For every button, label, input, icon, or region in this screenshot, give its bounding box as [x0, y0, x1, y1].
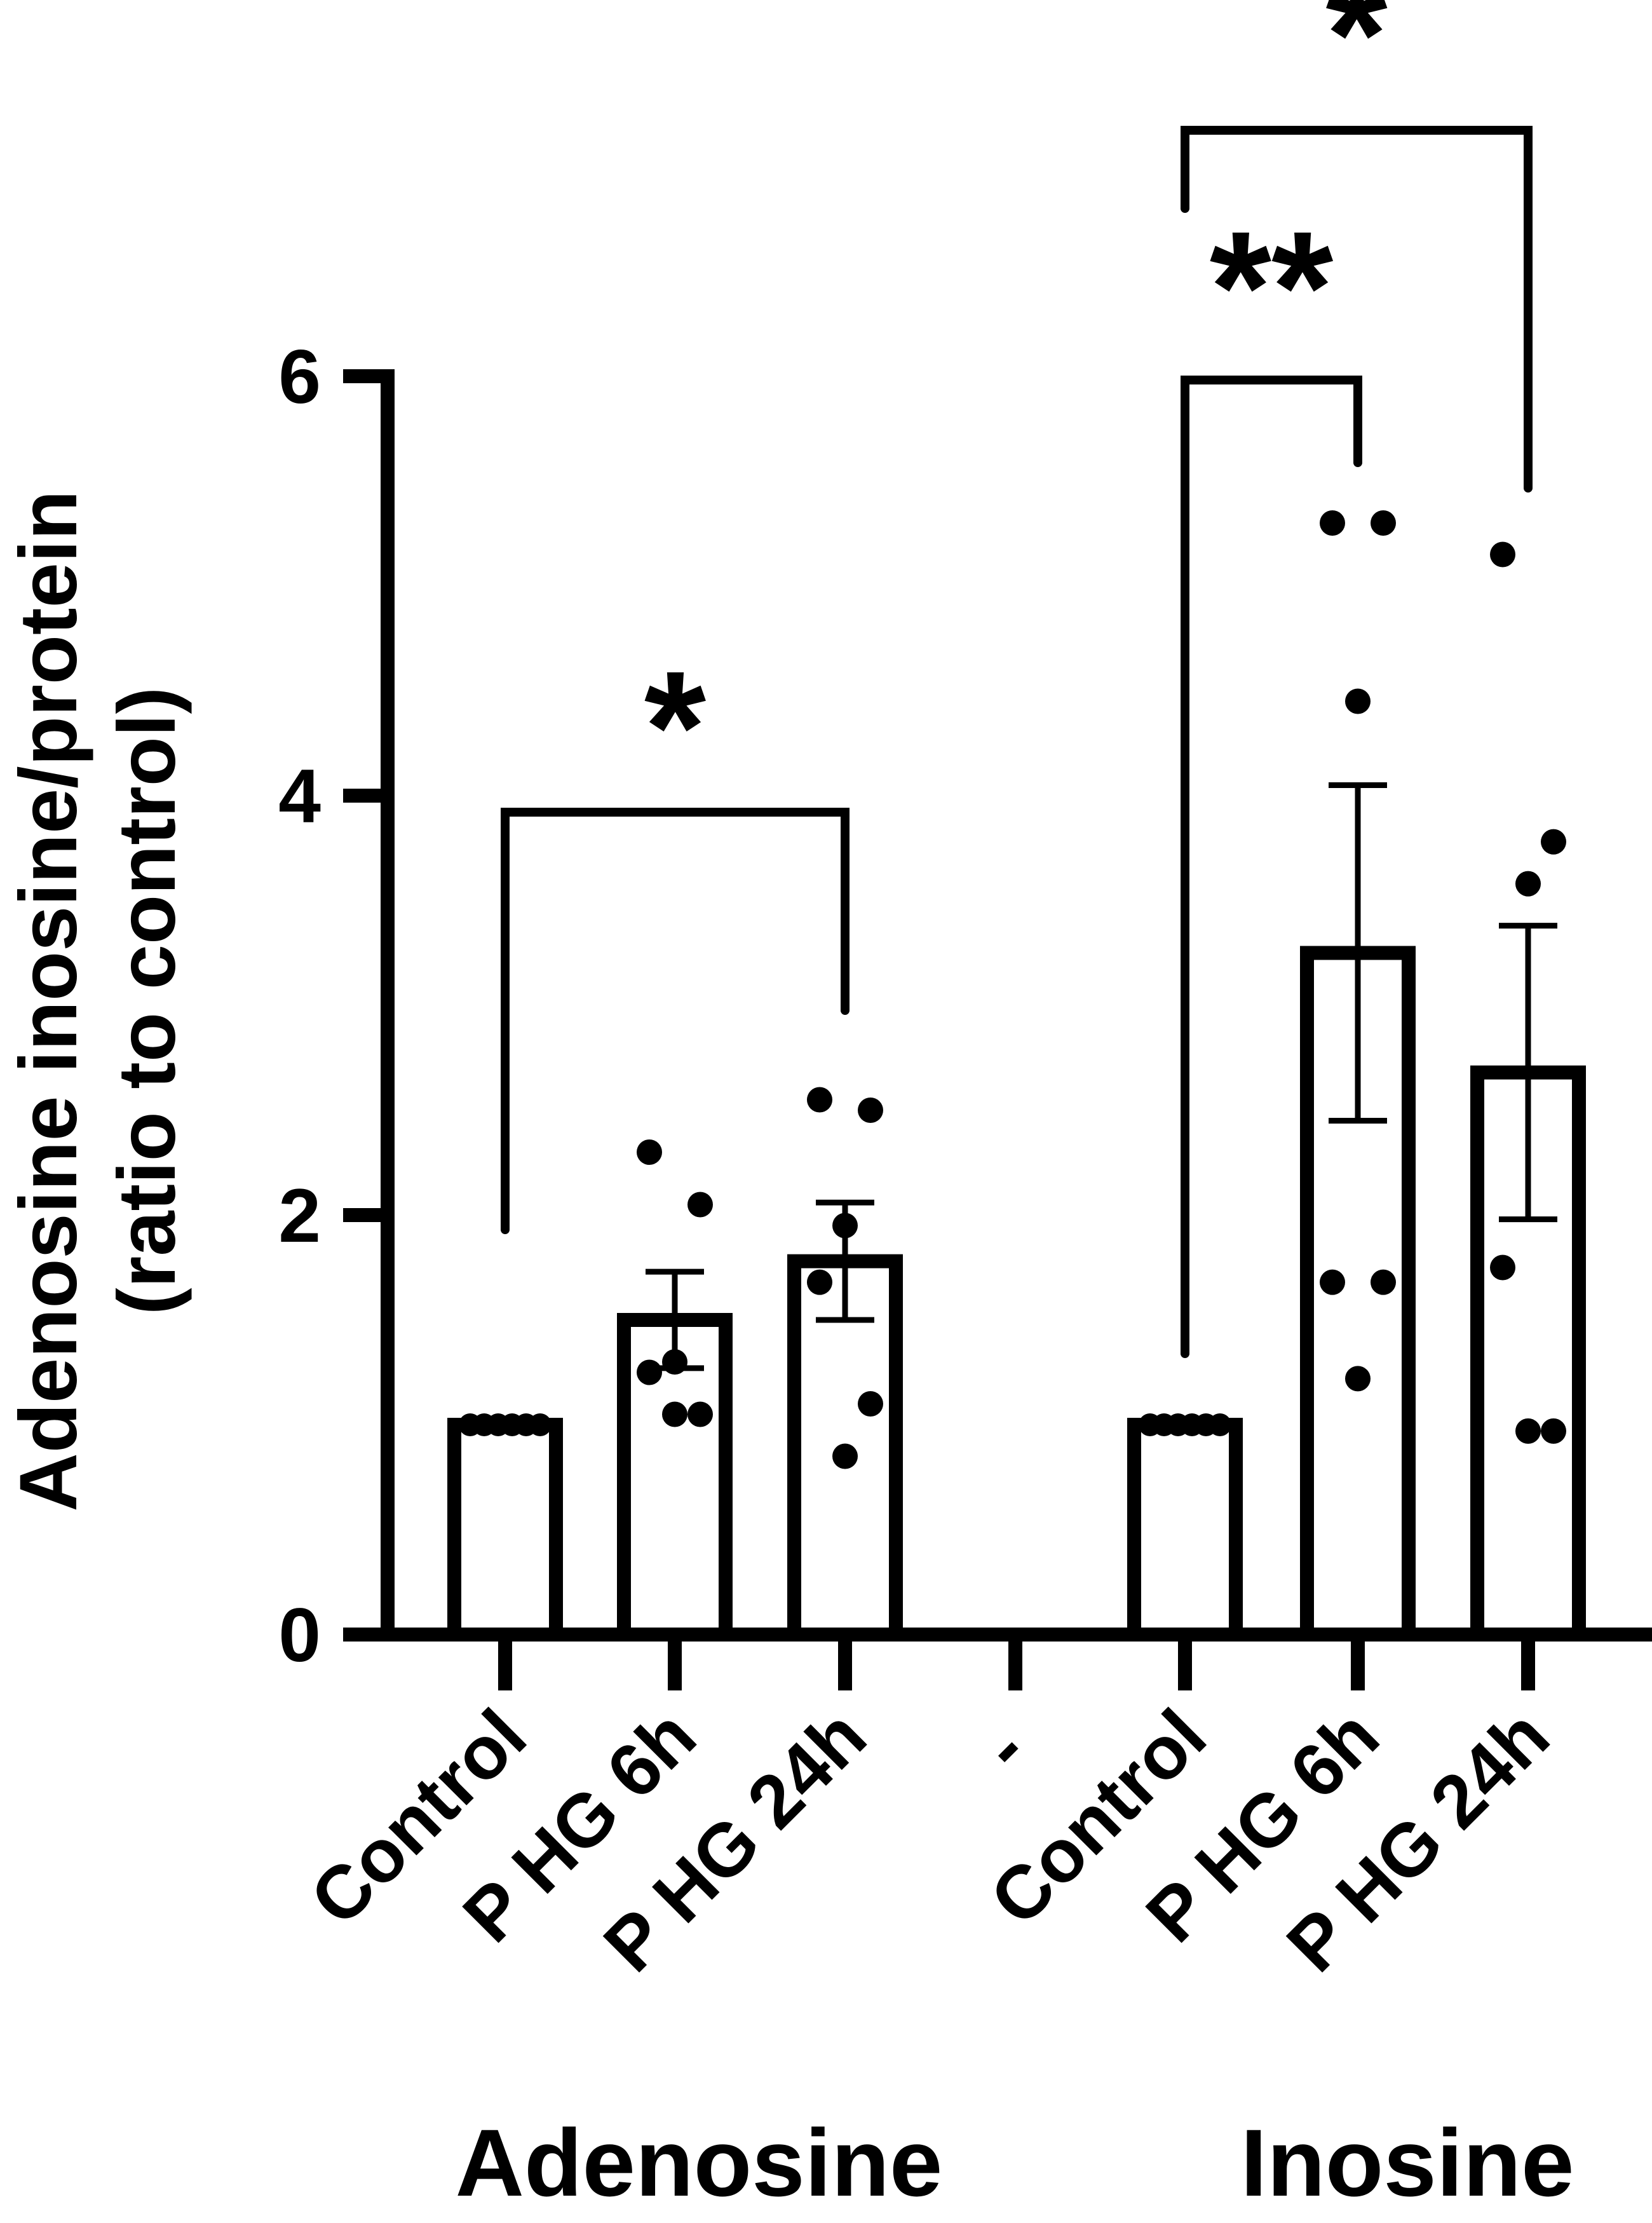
- data-point: [1515, 1418, 1541, 1444]
- significance-bracket: [1181, 376, 1362, 1358]
- data-point: [1371, 510, 1396, 536]
- data-point: [807, 1087, 832, 1113]
- data-point: [1345, 1366, 1371, 1392]
- significance-marker: *: [1325, 0, 1388, 123]
- data-point: [662, 1401, 687, 1427]
- data-point: [637, 1359, 662, 1385]
- data-point: [1490, 541, 1515, 568]
- data-point: [687, 1192, 713, 1218]
- y-tick-label: 2: [278, 1173, 321, 1258]
- data-point: [858, 1098, 883, 1123]
- data-point: [662, 1349, 687, 1375]
- data-point: [1320, 510, 1345, 536]
- data-point: [1490, 1254, 1515, 1281]
- data-point: [1320, 1269, 1345, 1295]
- data-point: [807, 1269, 832, 1295]
- data-point: [1541, 829, 1566, 855]
- data-point: [637, 1139, 662, 1165]
- y-tick-label: 0: [278, 1593, 321, 1678]
- significance-bracket: [501, 808, 850, 1234]
- y-tick-label: 6: [278, 334, 321, 419]
- data-point: [687, 1401, 713, 1427]
- y-axis-title: Adenosine inosine/protein: [3, 490, 94, 1511]
- y-axis-subtitle: (ratio to control): [102, 687, 193, 1315]
- data-point: [1371, 1269, 1396, 1295]
- data-point: [832, 1213, 858, 1239]
- data-point: [1209, 1413, 1231, 1436]
- significance-bracket: [1181, 126, 1533, 493]
- data-point: [529, 1413, 552, 1436]
- x-separator-label: -: [965, 1709, 1043, 1787]
- data-point: [832, 1443, 858, 1469]
- data-point: [1345, 688, 1371, 714]
- y-tick-label: 4: [278, 754, 321, 839]
- data-point: [1515, 871, 1541, 897]
- data-point: [858, 1391, 883, 1417]
- significance-marker: **: [1210, 198, 1334, 376]
- data-point: [1541, 1418, 1566, 1444]
- bar: [447, 1418, 563, 1642]
- significance-marker: *: [644, 638, 707, 815]
- bar: [1127, 1418, 1243, 1642]
- group-label: Adenosine: [456, 2109, 943, 2216]
- group-label: Inosine: [1240, 2109, 1574, 2216]
